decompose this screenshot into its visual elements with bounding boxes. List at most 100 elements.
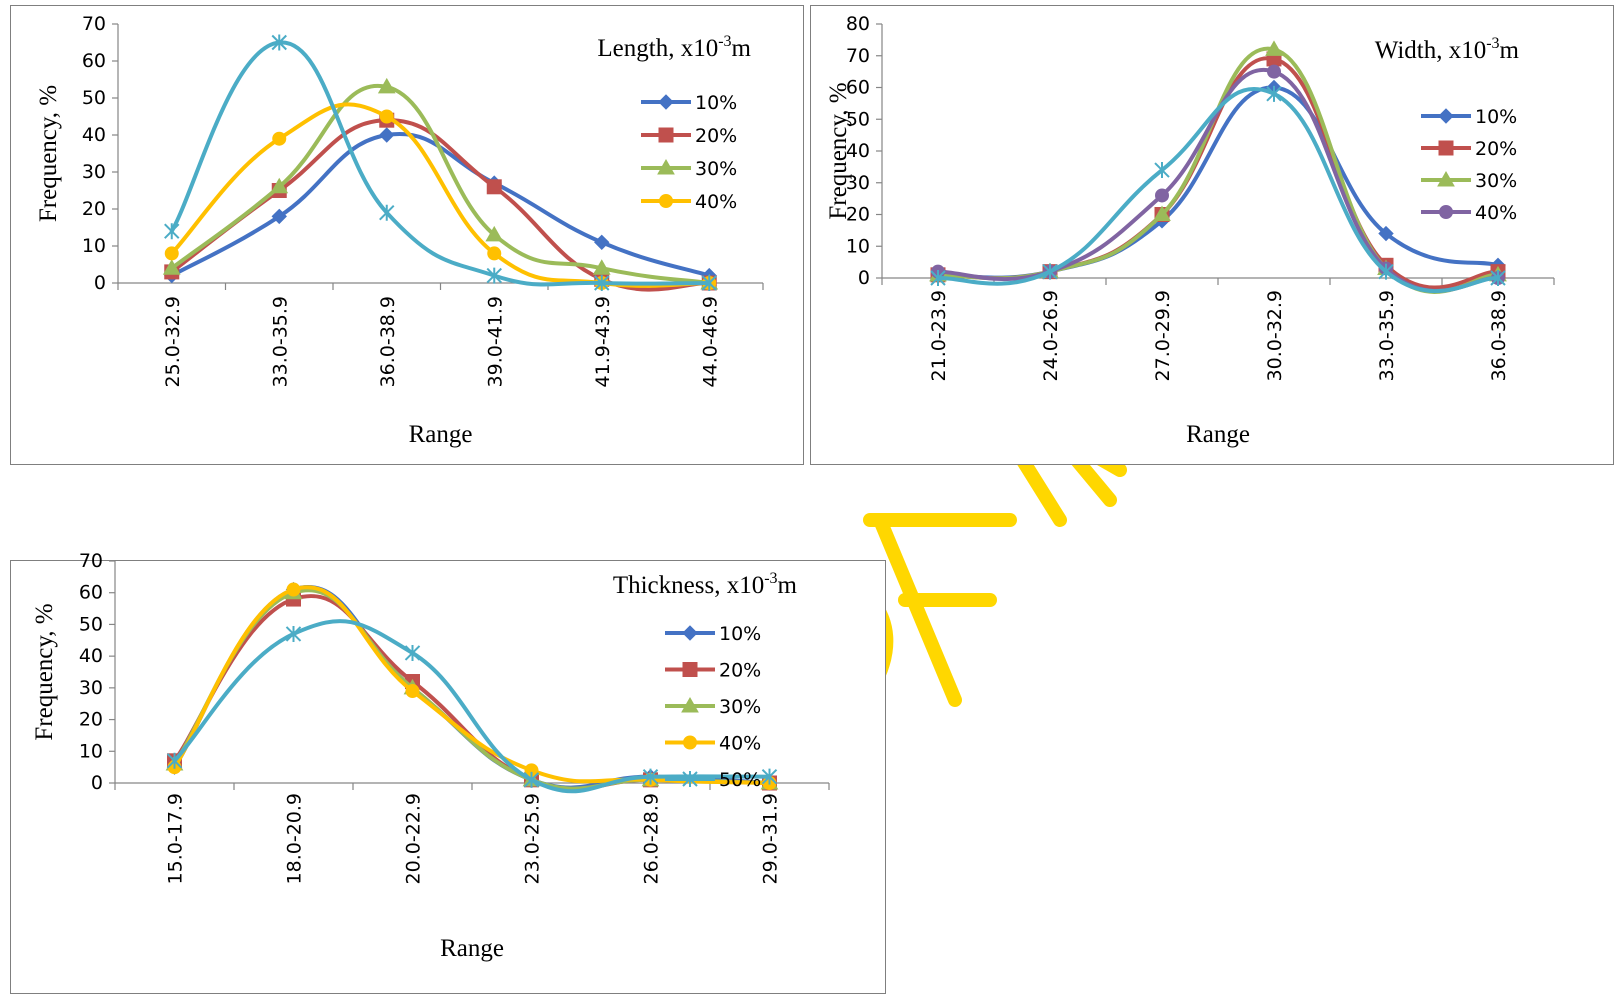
data-point [486,267,502,284]
x-category-label: 21.0-23.9 [928,290,950,381]
x-category-label: 27.0-29.9 [1152,290,1174,381]
series-4 [930,85,1506,293]
legend-item: 40% [641,191,737,213]
series-3 [931,64,1505,293]
series-group [162,34,719,292]
chart-title: Thickness, x10-3m [613,570,798,599]
y-tick-label: 30 [79,677,103,699]
legend-label: 10% [719,623,761,645]
legend: 10% 20% 30% 40% 50% [665,623,761,791]
chart-length: 0 10 20 30 40 50 60 70 25.0-32.9 33.0-35.9 36.0-38… [35,13,764,448]
series-1 [164,112,717,292]
x-category-label: 41.9-43.9 [592,296,614,387]
x-category-label: 36.0-38.9 [377,296,399,387]
data-point [1378,263,1394,280]
legend-marker [657,158,675,175]
y-tick-label: 50 [846,108,870,130]
chart-width-panel: 0 10 20 30 40 50 60 70 80 21.0-23.9 24.0-26.9 27.0-… [810,5,1614,465]
x-category-label: 36.0-38.9 [1488,290,1510,381]
legend-label: 20% [719,660,761,682]
x-axis-title: Range [1186,421,1250,448]
series-group [165,581,779,794]
y-axis-title: Frequency, % [825,82,852,219]
y-tick-label: 0 [94,272,106,294]
x-category-label: 33.0-35.9 [269,296,291,387]
watermark-stroke [873,513,962,707]
series-4 [166,619,778,794]
legend-item: 10% [1421,106,1517,128]
legend-label: 40% [719,733,761,755]
legend-marker [1439,205,1453,219]
y-axis-title: Frequency, % [31,603,58,740]
legend-marker [682,771,698,787]
y-tick-label: 20 [846,204,870,226]
legend-label: 30% [719,696,761,718]
y-tick-label: 10 [82,235,106,257]
y-tick-label: 20 [79,709,103,731]
data-point [592,259,611,275]
series-3 [164,102,717,290]
y-tick-label: 40 [82,124,106,146]
legend-item: 20% [1421,138,1517,160]
y-tick-label: 60 [79,582,103,604]
series-1 [167,591,777,792]
data-point [1267,64,1281,79]
data-point [285,625,302,642]
data-point [162,259,181,275]
data-point [164,246,179,261]
chart-length-panel: 0 10 20 30 40 50 60 70 25.0-32.9 33.0-35.9 36.0-38… [10,5,804,465]
data-point [485,225,504,242]
data-point [404,644,421,661]
x-category-label: 25.0-32.9 [162,296,184,387]
series-line [936,67,1500,293]
chart-thickness-panel: 0 10 20 30 40 50 60 70 15.0-17.9 18.0-20.9 20.0-22… [10,550,886,994]
legend-item: 20% [665,660,761,682]
data-point [286,582,301,597]
data-point [1154,162,1170,179]
series-line [936,46,1500,294]
y-tick-label: 70 [79,550,103,572]
y-axis-title: Frequency, % [35,85,62,222]
legend-marker [659,194,673,208]
data-point [1266,85,1282,102]
y-tick-label: 30 [846,172,870,194]
y-tick-label: 40 [846,140,870,162]
data-point [1378,225,1394,242]
legend-marker [658,94,674,110]
legend-item: 40% [1421,202,1517,224]
data-point [270,177,289,194]
chart-title: Width, x10-3m [1375,35,1520,64]
data-point [594,234,610,251]
y-tick-label: 0 [91,772,103,794]
data-point [486,179,502,195]
legend-item: 30% [1421,170,1517,192]
legend-label: 40% [695,191,737,213]
x-category-label: 33.0-35.9 [1376,290,1398,381]
legend-marker [1438,140,1454,156]
y-tick-label: 40 [79,645,103,667]
y-tick-label: 0 [858,267,870,289]
y-tick-label: 50 [79,613,103,635]
x-category-label: 29.0-31.9 [760,793,782,884]
legend-label: 30% [1475,170,1517,192]
data-point [405,684,420,699]
y-tick-label: 50 [82,87,106,109]
data-point [1153,205,1171,221]
data-point [761,768,778,785]
y-tick-label: 10 [79,740,103,762]
y-tick-label: 70 [846,45,870,67]
legend-label: 30% [695,158,737,180]
legend-label: 10% [695,92,737,114]
y-tick-label: 60 [82,50,106,72]
x-category-label: 15.0-17.9 [165,793,187,884]
data-point [523,771,540,788]
legend-label: 20% [1475,138,1517,160]
axes: 0 10 20 30 40 50 60 70 25.0-32.9 33.0-35.9 36.0-38… [82,13,764,387]
legend-marker [682,662,698,677]
y-tick-label: 30 [82,161,106,183]
legend-marker [1438,108,1454,124]
series-3 [167,582,777,790]
x-axis-title: Range [409,421,473,448]
legend-item: 30% [665,696,761,718]
legend-marker [658,127,674,143]
